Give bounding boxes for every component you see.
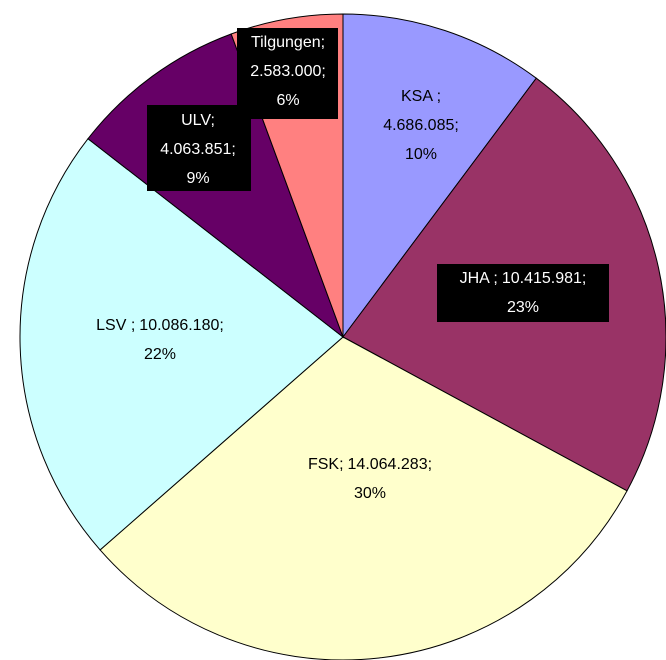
label-part: 10%: [405, 146, 437, 163]
label-part: 9%: [186, 170, 209, 187]
data-label: ULV; 4.063.851; 9%: [160, 112, 236, 187]
label-part: 30%: [354, 485, 386, 502]
pie-slice: [99, 336, 628, 660]
label-part: 23%: [507, 299, 539, 316]
data-label: JHA ; 10.415.981; 23%: [460, 270, 587, 316]
label-part: FSK;: [308, 456, 344, 473]
label-part: 4.063.851;: [160, 141, 236, 158]
label-part: 6%: [276, 92, 299, 109]
pie-slice: [342, 13, 537, 339]
label-part: 10.415.981;: [502, 270, 587, 287]
data-label: LSV ; 10.086.180; 22%: [96, 317, 224, 363]
label-part: JHA ;: [460, 270, 498, 287]
label-part: 2.583.000;: [250, 63, 326, 80]
data-label: KSA ; 4.686.085; 10%: [383, 88, 459, 163]
label-part: 14.064.283;: [348, 456, 433, 473]
label-part: 10.086.180;: [139, 317, 224, 334]
data-label: FSK; 14.064.283; 30%: [308, 456, 432, 502]
label-part: 4.686.085;: [383, 117, 459, 134]
label-part: LSV ;: [96, 317, 135, 334]
label-background: [237, 28, 338, 119]
label-part: 22%: [144, 346, 176, 363]
pie-slice: [19, 138, 344, 551]
label-part: KSA ;: [401, 88, 441, 105]
label-part: ULV;: [181, 112, 215, 129]
label-part: Tilgungen;: [251, 34, 325, 51]
label-background: [437, 264, 609, 322]
label-background: [147, 105, 251, 191]
data-label: Tilgungen; 2.583.000; 6%: [250, 34, 326, 109]
